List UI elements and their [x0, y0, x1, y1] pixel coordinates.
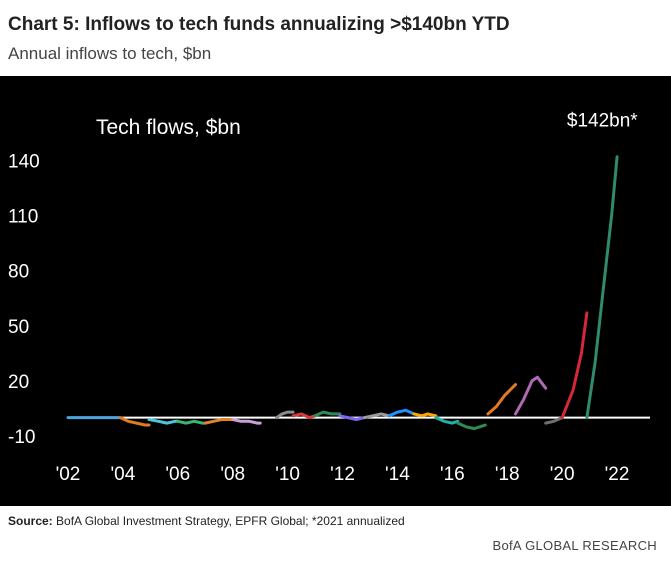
series-line-8 [313, 410, 342, 418]
x-tick-label: '16 [440, 464, 465, 485]
series-line-3 [176, 419, 207, 425]
source-text: BofA Global Investment Strategy, EPFR Gl… [56, 514, 405, 528]
chart-subtitle: Annual inflows to tech, $bn [8, 44, 212, 63]
x-tick-label: '18 [495, 464, 520, 485]
x-tick-label: '02 [56, 464, 81, 485]
annotation-142bn: $142bn* [567, 111, 638, 132]
x-tick-label: '12 [330, 464, 355, 485]
series-line-13 [434, 416, 460, 425]
y-tick-label: 140 [8, 151, 40, 172]
series-line-4 [203, 418, 235, 425]
series-line-14 [456, 421, 487, 431]
series-line-2 [147, 418, 180, 425]
chart-footer: Source: BofA Global Investment Strategy,… [0, 506, 671, 562]
series-line-19 [585, 155, 619, 420]
x-tick-label: '22 [605, 464, 630, 485]
y-tick-label: 110 [8, 207, 38, 228]
series-line-6 [275, 410, 295, 420]
series-line-5 [231, 418, 262, 425]
chart-title: Chart 5: Inflows to tech funds annualizi… [8, 14, 510, 35]
series-line-9 [338, 414, 366, 421]
chart-header: Chart 5: Inflows to tech funds annualizi… [0, 0, 671, 76]
y-tick-label: -10 [8, 427, 35, 448]
series-line-12 [412, 412, 438, 418]
series-line-16 [514, 375, 548, 416]
series-line-10 [363, 412, 391, 420]
y-tick-label: 80 [8, 262, 29, 283]
series-lines [66, 155, 619, 431]
x-tick-label: '08 [220, 464, 245, 485]
series-line-17 [544, 416, 564, 425]
y-axis: -10 20 50 80 110 140 [8, 151, 40, 448]
x-tick-label: '10 [275, 464, 300, 485]
series-line-1 [118, 416, 151, 427]
x-tick-label: '14 [385, 464, 410, 485]
x-tick-label: '04 [111, 464, 136, 485]
brand-label: BofA GLOBAL RESEARCH [492, 538, 657, 553]
y-tick-label: 50 [8, 317, 29, 338]
series-line-7 [291, 412, 317, 420]
x-tick-label: '06 [165, 464, 190, 485]
x-tick-label: '20 [550, 464, 575, 485]
source-label: Source: [8, 514, 53, 528]
series-line-18 [560, 311, 589, 420]
x-axis: '02 '04 '06 '08 '10 '12 '14 '16 '18 '20 '22 [56, 464, 630, 485]
inner-chart-title: Tech flows, $bn [96, 116, 241, 139]
series-line-15 [486, 383, 517, 416]
source-note: Source: BofA Global Investment Strategy,… [8, 514, 405, 528]
y-tick-label: 20 [8, 372, 29, 393]
series-line-11 [387, 408, 416, 418]
